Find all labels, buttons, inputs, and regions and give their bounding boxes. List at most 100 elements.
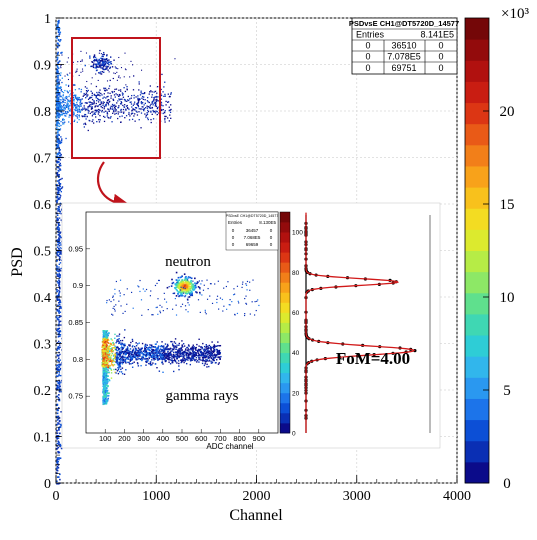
main-heatmap-cell [56,305,59,307]
main-heatmap-cell [58,250,60,253]
main-heatmap-cell [63,109,65,112]
inset-heatmap-cell [119,295,121,297]
inset-heatmap-cell [128,363,131,365]
main-heatmap-cell [59,31,62,34]
main-heatmap-cell [57,270,59,273]
main-heatmap-cell [113,72,115,74]
inset-heatmap-cell [104,358,107,361]
inset-heatmap-cell [129,353,131,356]
inset-heatmap-cell [121,339,124,342]
inset-heatmap-cell [216,350,218,352]
inset-heatmap-cell [114,288,116,290]
inset-heatmap-cell [204,363,206,365]
main-heatmap-cell [141,106,143,108]
inset-heatmap-cell [197,286,200,288]
main-heatmap-cell [59,168,61,170]
inset-heatmap-cell [116,349,119,352]
inset-heatmap-cell [133,355,136,357]
inset-heatmap-cell [197,299,200,301]
inset-heatmap-cell [103,330,106,332]
inset-heatmap-cell [187,283,190,285]
inset-heatmap-cell [175,279,178,281]
main-heatmap-cell [117,113,119,115]
main-heatmap-cell [59,359,61,361]
inset-heatmap-cell [178,362,180,365]
main-heatmap-cell [56,186,59,189]
main-heatmap-cell [58,293,60,295]
main-heatmap-cell [62,118,64,120]
inset-heatmap-cell [196,351,199,353]
inset-heatmap-cell [202,356,204,359]
main-heatmap-cell [57,275,60,278]
inset-heatmap-cell [223,287,225,289]
inset-heatmap-cell [124,360,127,362]
inset-heatmap-cell [136,352,138,355]
inset-heatmap-cell [116,357,118,360]
main-heatmap-cell [112,99,115,101]
inset-heatmap-cell [110,338,112,340]
main-heatmap-cell [160,94,163,97]
inset-heatmap-cell [187,280,190,283]
inset-heatmap-cell [142,288,144,290]
main-heatmap-cell [81,60,83,62]
inset-heatmap-cell [205,313,207,315]
inset-heatmap-cell [187,296,189,298]
main-heatmap-cell [57,450,59,453]
inset-heatmap-cell [201,355,203,357]
inset-heatmap-cell [167,354,169,356]
inset-heatmap-cell [179,291,182,293]
main-heatmap-cell [85,92,88,94]
inset-heatmap-cell [123,344,125,347]
inset-heatmap-cell [173,346,175,348]
main-heatmap-cell [98,52,100,54]
inset-heatmap-cell [112,360,114,362]
inset-heatmap-cell [149,295,151,297]
inset-heatmap-cell [122,361,125,364]
inset-colorbar-segment [280,312,290,323]
inset-heatmap-cell [109,367,111,370]
main-heatmap-cell [91,107,94,110]
main-heatmap-cell [106,54,108,56]
main-heatmap-cell [100,101,102,103]
main-heatmap-cell [142,102,144,104]
main-heatmap-cell [60,236,62,239]
main-heatmap-cell [58,380,60,383]
main-heatmap-cell [77,96,79,99]
inset-heatmap-cell [120,347,122,349]
inset-heatmap-cell [169,353,172,355]
inset-heatmap-cell [151,354,154,357]
main-heatmap-cell [60,111,63,113]
inset-heatmap-cell [251,301,253,303]
inset-heatmap-cell [159,312,162,314]
main-heatmap-cell [56,144,59,146]
main-heatmap-cell [69,90,71,92]
main-heatmap-cell [59,432,61,435]
inset-heatmap-cell [126,288,128,290]
main-heatmap-cell [58,116,60,119]
inset-heatmap-cell [117,372,120,375]
main-heatmap-cell [56,199,59,202]
main-heatmap-cell [62,100,64,103]
inset-heatmap-cell [219,358,221,360]
main-heatmap-cell [98,72,101,74]
main-heatmap-cell [75,107,77,109]
main-heatmap-cell [77,105,79,107]
main-heatmap-cell [93,59,95,62]
main-heatmap-cell [58,249,61,251]
inset-heatmap-cell [151,359,153,361]
inset-heatmap-cell [192,347,195,350]
main-heatmap-cell [84,115,86,118]
main-heatmap-cell [58,217,61,219]
inset-heatmap-cell [145,354,147,356]
inset-heatmap-cell [131,357,133,359]
inset-heatmap-cell [138,357,140,360]
inset-heatmap-cell [117,364,119,366]
main-heatmap-cell [104,62,107,65]
inset-heatmap-cell [106,400,109,402]
inset-heatmap-cell [256,300,258,302]
inset-heatmap-cell [152,357,154,359]
main-heatmap-cell [57,125,59,127]
main-heatmap-cell [137,106,140,108]
inset-heatmap-cell [108,354,110,356]
main-heatmap-cell [93,103,95,105]
